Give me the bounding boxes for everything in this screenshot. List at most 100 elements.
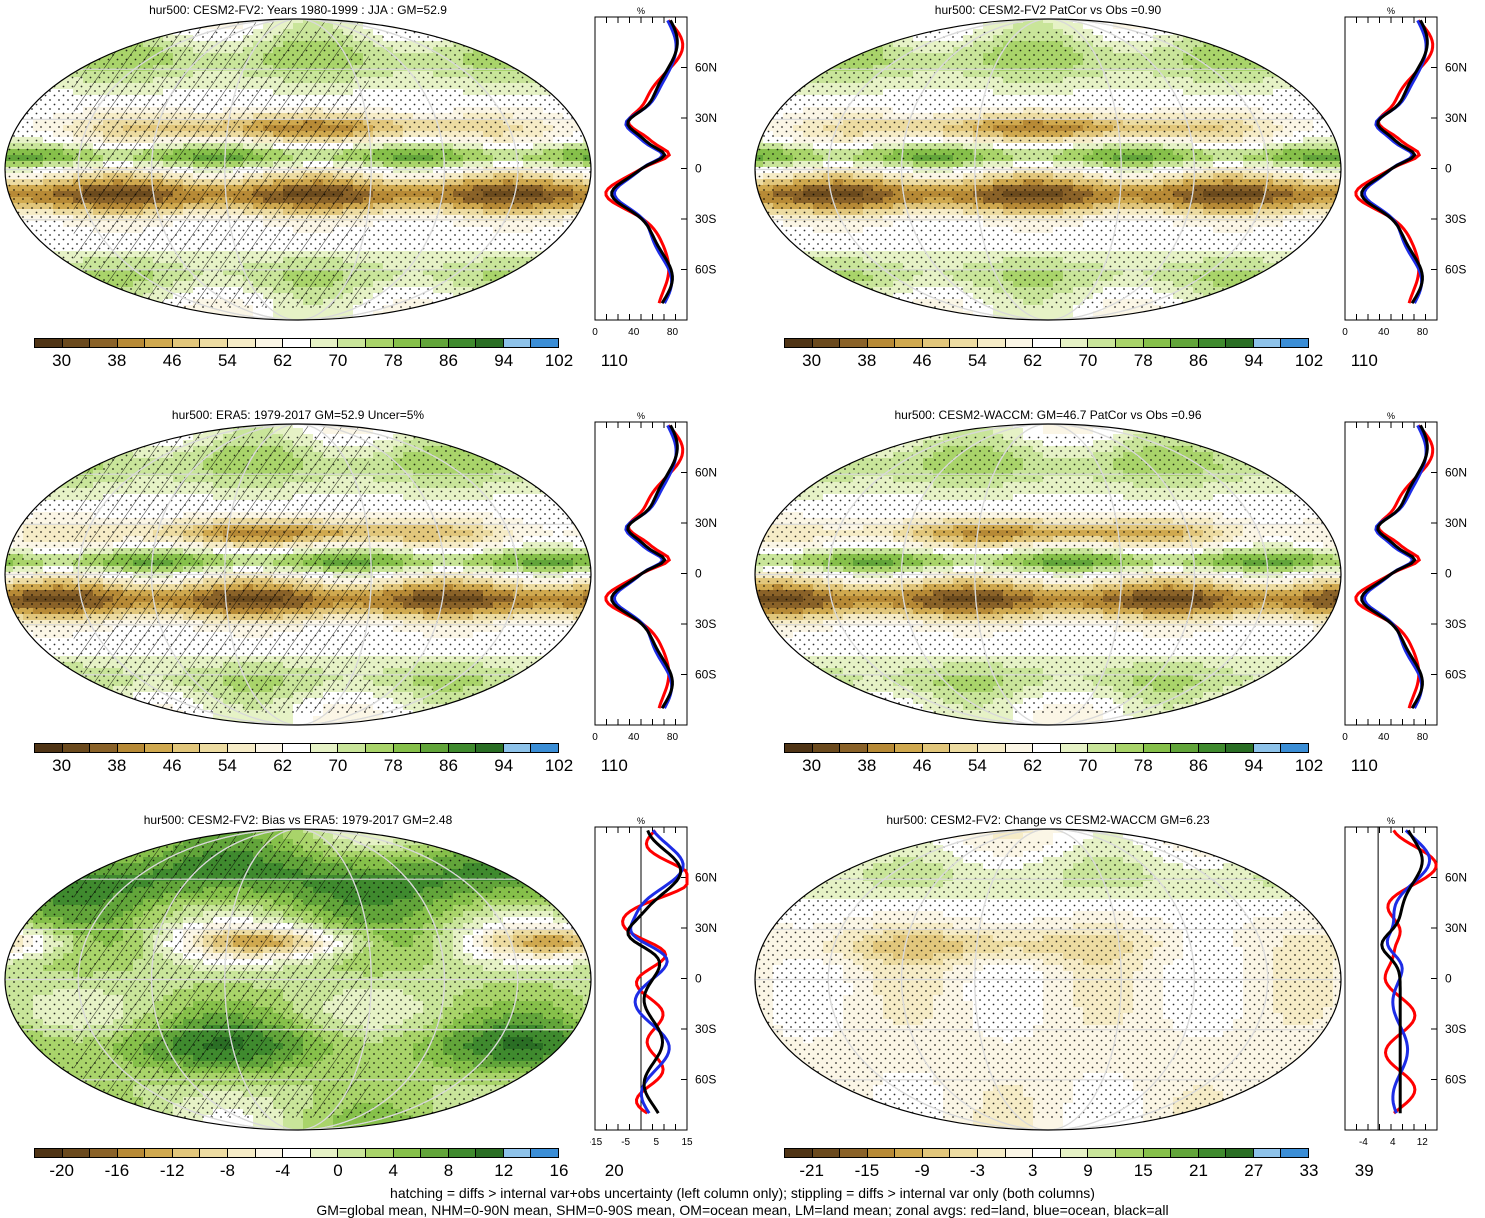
colorbar-swatch <box>283 339 311 347</box>
colorbar-swatch <box>785 744 813 752</box>
colorbar-tick-label: 102 <box>1294 351 1324 370</box>
colorbar-swatch <box>62 744 91 752</box>
colorbar-swatch <box>1171 1149 1199 1157</box>
zonal-lat-tick-label: 60S <box>695 263 716 277</box>
colorbar-swatch <box>393 744 422 752</box>
colorbar-tick-label: 86 <box>1189 756 1208 775</box>
zonal-mean-plot: % 60N 30N 0 30S 60S 0 40 80 <box>1342 6 1467 338</box>
colorbar-swatch <box>310 339 339 347</box>
zonal-x-tick-label: 80 <box>667 327 679 338</box>
colorbar-swatch <box>228 744 256 752</box>
colorbar-tick-label: 16 <box>549 1161 569 1180</box>
map-plot <box>4 18 592 321</box>
colorbar-swatch <box>172 1149 201 1157</box>
colorbar-swatch <box>310 744 339 752</box>
colorbar <box>784 743 1309 753</box>
colorbar-swatch <box>1253 339 1282 347</box>
colorbar-tick-label: 38 <box>107 756 127 775</box>
zonal-x-tick-label: 40 <box>628 732 640 743</box>
zonal-lat-tick-label: 30S <box>1445 617 1466 631</box>
colorbar-swatch <box>283 744 311 752</box>
colorbar-tick-label: -4 <box>275 1161 291 1180</box>
zonal-lat-tick-label: 60N <box>1445 61 1467 75</box>
zonal-unit-label: % <box>637 411 645 421</box>
colorbar-swatch <box>978 339 1006 347</box>
colorbar-tick-label: 102 <box>544 756 574 775</box>
colorbar-tick-label: 94 <box>1244 756 1264 775</box>
zonal-lat-tick-label: 30N <box>1445 111 1467 125</box>
zonal-x-tick-label: 5 <box>654 1137 660 1148</box>
colorbar-tick-label: 54 <box>967 351 987 370</box>
zonal-lat-tick-label: 0 <box>1445 972 1452 986</box>
colorbar-swatch <box>1281 744 1308 752</box>
colorbar-tick-label: 54 <box>217 756 237 775</box>
colorbar-tick-label: 110 <box>600 351 628 370</box>
zonal-unit-label: % <box>1387 816 1395 826</box>
colorbar-swatch <box>145 1149 173 1157</box>
colorbar-swatch <box>1226 1149 1254 1157</box>
colorbar-swatch <box>172 339 201 347</box>
colorbar-tick-label: 38 <box>857 756 877 775</box>
colorbar-tick-label: 110 <box>1350 351 1378 370</box>
colorbar-swatch <box>365 339 394 347</box>
colorbar-swatch <box>338 339 366 347</box>
colorbar-swatch <box>145 744 173 752</box>
map-title: hur500: CESM2-WACCM: GM=46.7 PatCor vs O… <box>894 408 1202 422</box>
colorbar <box>784 338 1309 348</box>
zonal-land-line <box>1383 829 1438 1115</box>
colorbar-swatch <box>531 339 558 347</box>
colorbar-swatch <box>310 1149 339 1157</box>
colorbar-tick-label: 78 <box>383 756 403 775</box>
zonal-all-line <box>1360 424 1429 709</box>
colorbar-swatch <box>1033 339 1061 347</box>
zonal-x-tick-label: 0 <box>592 732 598 743</box>
colorbar-labels: 30 38 46 54 62 70 78 86 94 102 110 <box>784 756 1378 778</box>
zonal-lat-tick-label: 30N <box>695 516 717 530</box>
colorbar-swatch <box>978 744 1006 752</box>
colorbar-swatch <box>255 339 284 347</box>
map-title: hur500: CESM2-FV2: Change vs CESM2-WACCM… <box>886 813 1210 827</box>
colorbar-tick-label: -15 <box>854 1161 880 1180</box>
colorbar-swatch <box>531 1149 558 1157</box>
zonal-mean-plot: % 60N 30N 0 30S 60S 0 40 80 <box>1342 411 1467 743</box>
zonal-lat-tick-label: 30S <box>1445 212 1466 226</box>
zonal-unit-label: % <box>637 6 645 16</box>
colorbar-tick-label: -3 <box>969 1161 985 1180</box>
colorbar-tick-label: 38 <box>107 351 127 370</box>
colorbar-swatch <box>1088 744 1116 752</box>
colorbar-swatch <box>365 744 394 752</box>
zonal-x-tick-label: -5 <box>621 1137 630 1148</box>
colorbar-tick-label: 70 <box>1078 756 1098 775</box>
zonal-mean-plot: % 60N 30N 0 30S 60S -15 -5 5 15 <box>590 816 717 1148</box>
colorbar-tick-label: 4 <box>388 1161 398 1180</box>
colorbar-swatch <box>117 1149 146 1157</box>
colorbar-tick-label: 94 <box>1244 351 1264 370</box>
colorbar-swatch <box>1088 1149 1116 1157</box>
zonal-lat-tick-label: 60S <box>1445 668 1466 682</box>
panel-cesm2-waccm-climatology: hur500: CESM2-WACCM: GM=46.7 PatCor vs O… <box>750 405 1485 810</box>
colorbar-swatch <box>1226 744 1254 752</box>
zonal-lat-tick-label: 60S <box>695 1073 716 1087</box>
colorbar-swatch <box>1033 1149 1061 1157</box>
zonal-ocean-line <box>1385 829 1432 1114</box>
colorbar-swatch <box>812 744 841 752</box>
colorbar-swatch <box>1198 744 1227 752</box>
colorbar-swatch <box>1281 339 1308 347</box>
colorbar-labels: 30 38 46 54 62 70 78 86 94 102 110 <box>784 351 1378 373</box>
zonal-lat-tick-label: 30N <box>1445 921 1467 935</box>
colorbar-swatch <box>840 1149 868 1157</box>
colorbar-swatch <box>895 744 923 752</box>
panel-era5-climatology: hur500: ERA5: 1979-2017 GM=52.9 Uncer=5%… <box>0 405 750 810</box>
colorbar-tick-label: 46 <box>162 756 182 775</box>
colorbar-tick-label: 86 <box>439 351 458 370</box>
colorbar-swatch <box>365 1149 394 1157</box>
colorbar-swatch <box>950 744 979 752</box>
colorbar-tick-label: 70 <box>328 351 348 370</box>
colorbar-swatch <box>867 1149 896 1157</box>
colorbar-swatch <box>1171 339 1199 347</box>
colorbar-swatch <box>503 1149 532 1157</box>
colorbar-labels: -20 -16 -12 -8 -4 0 4 8 12 16 20 <box>34 1161 623 1183</box>
colorbar-swatch <box>90 744 118 752</box>
colorbar-swatch <box>35 1149 63 1157</box>
colorbar-swatch <box>421 744 449 752</box>
